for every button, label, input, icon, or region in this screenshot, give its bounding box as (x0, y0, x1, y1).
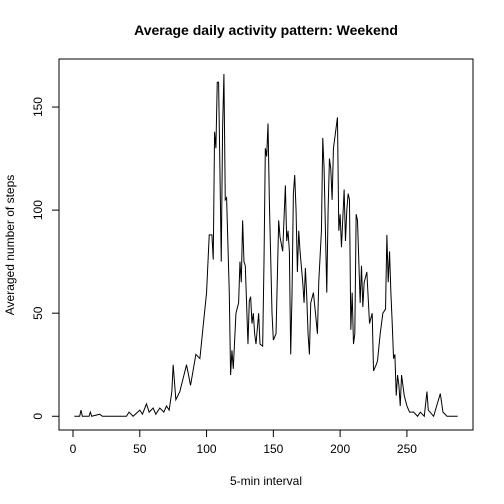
y-tick-label: 100 (31, 200, 45, 220)
y-tick-label: 50 (31, 306, 45, 320)
x-tick-label: 250 (397, 442, 417, 456)
x-tick-label: 0 (70, 442, 77, 456)
plot-box (58, 58, 474, 431)
y-tick-label: 150 (31, 97, 45, 117)
x-tick-label: 150 (263, 442, 283, 456)
y-tick-label: 0 (31, 413, 45, 420)
x-axis-label: 5-min interval (230, 474, 302, 488)
x-tick-label: 100 (197, 442, 217, 456)
x-tick-label: 50 (133, 442, 147, 456)
chart-title: Average daily activity pattern: Weekend (134, 22, 398, 38)
x-tick-label: 200 (330, 442, 350, 456)
data-line (74, 74, 458, 418)
y-axis-label: Averaged number of steps (3, 175, 17, 316)
